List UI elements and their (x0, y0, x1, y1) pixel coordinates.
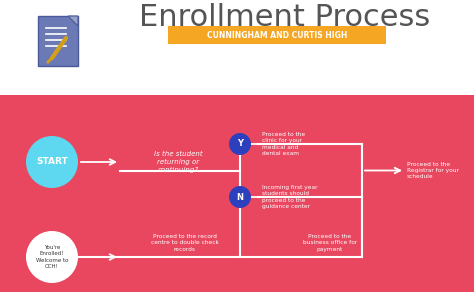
Polygon shape (68, 16, 78, 26)
Text: CUNNINGHAM AND CURTIS HIGH: CUNNINGHAM AND CURTIS HIGH (207, 30, 347, 39)
FancyBboxPatch shape (0, 95, 474, 292)
Text: N: N (237, 192, 244, 201)
Circle shape (229, 133, 251, 155)
Text: START: START (36, 157, 68, 166)
Text: Is the student
returning or
continuing?: Is the student returning or continuing? (154, 151, 202, 173)
Circle shape (229, 186, 251, 208)
FancyBboxPatch shape (38, 16, 78, 66)
Text: Proceed to the
business office for
payment: Proceed to the business office for payme… (303, 234, 357, 252)
Text: Proceed to the
Registrar for your
schedule: Proceed to the Registrar for your schedu… (407, 162, 459, 179)
Circle shape (26, 136, 78, 188)
FancyBboxPatch shape (0, 0, 474, 95)
FancyBboxPatch shape (168, 26, 386, 44)
Text: Incoming first year
students should
proceed to the
guidance center: Incoming first year students should proc… (262, 185, 318, 209)
Text: Enrollment Process: Enrollment Process (139, 3, 430, 32)
Text: You're
Enrolled!
Welcome to
CCH!: You're Enrolled! Welcome to CCH! (36, 245, 68, 269)
Circle shape (26, 231, 78, 283)
Text: Proceed to the record
centre to double check
records: Proceed to the record centre to double c… (151, 234, 219, 252)
Text: Y: Y (237, 140, 243, 149)
Text: Proceed to the
clinic for your
medical and
dental exam: Proceed to the clinic for your medical a… (262, 132, 305, 156)
